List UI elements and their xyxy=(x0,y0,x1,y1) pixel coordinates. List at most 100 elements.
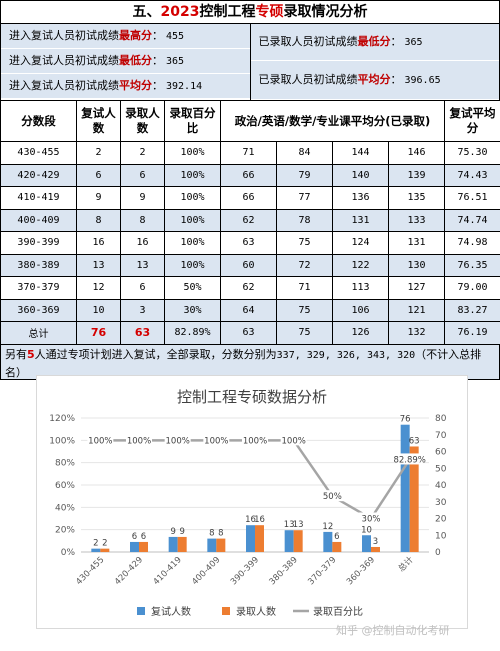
bar xyxy=(246,525,255,552)
total-cell: 132 xyxy=(388,321,445,345)
admitted-summary: 已录取人员初试成绩最低分： 365 已录取人员初试成绩平均分： 396.65 xyxy=(249,24,499,100)
table-cell: 16 xyxy=(76,231,121,255)
right-tick-label: 30 xyxy=(435,498,447,508)
bar xyxy=(216,538,226,552)
table-cell: 72 xyxy=(276,253,333,277)
table-cell: 71 xyxy=(276,276,333,300)
note-suffix: （不计入总排名） xyxy=(5,347,482,379)
category-label: 430-455 xyxy=(74,555,106,587)
table-cell: 74.43 xyxy=(444,163,500,187)
line-data-label: 100% xyxy=(204,436,228,446)
left-tick-label: 120% xyxy=(49,414,75,424)
table-cell: 13 xyxy=(76,253,121,277)
bar xyxy=(323,531,333,552)
table-cell: 380-389 xyxy=(0,253,77,277)
header-retest-average: 复试平均分 xyxy=(444,100,500,142)
table-cell: 124 xyxy=(332,231,389,255)
bar-data-label: 2 xyxy=(102,539,107,549)
table-cell: 122 xyxy=(332,253,389,277)
note-prefix: 另有 xyxy=(5,347,27,361)
note-count: 5 xyxy=(27,347,35,361)
title-major-name: 控制工程 xyxy=(199,4,256,20)
total-label: 总计 xyxy=(0,321,77,345)
table-cell: 136 xyxy=(332,186,389,210)
header-admit-rate: 录取百分比 xyxy=(164,100,221,142)
bar-data-label: 9 xyxy=(170,527,175,537)
table-cell: 71 xyxy=(220,141,277,165)
table-cell: 66 xyxy=(220,163,277,187)
section-title: 五、2023控制工程专硕录取情况分析 xyxy=(0,0,500,23)
stat-key: 最低分 xyxy=(357,35,391,48)
table-cell: 2 xyxy=(76,141,121,165)
bar-data-label: 16 xyxy=(245,515,256,525)
table-cell: 140 xyxy=(332,163,389,187)
bar-data-label: 6 xyxy=(132,532,137,542)
point-label-bg xyxy=(319,490,346,502)
total-cell: 76 xyxy=(76,321,121,345)
retest-avg: 进入复试人员初试成绩平均分： 392.14 xyxy=(1,74,250,99)
stat-key: 最高分 xyxy=(119,29,152,42)
total-cell: 75 xyxy=(276,321,333,345)
bar xyxy=(255,525,264,552)
table-cell: 79.00 xyxy=(444,276,500,300)
stat-sep: ： xyxy=(152,29,163,42)
legend-swatch xyxy=(137,607,145,615)
table-cell: 75.30 xyxy=(444,141,500,165)
point-label-bg xyxy=(358,512,384,524)
stat-value: 392.14 xyxy=(166,81,203,92)
bar-data-label: 63 xyxy=(409,436,420,446)
table-cell: 76.51 xyxy=(444,186,500,210)
stat-sep: ： xyxy=(152,79,163,92)
stat-key: 最低分 xyxy=(119,54,152,67)
table-cell: 135 xyxy=(388,186,445,210)
bar xyxy=(362,535,371,552)
right-tick-label: 60 xyxy=(435,448,447,458)
line-data-label: 100% xyxy=(88,436,112,446)
bar-data-label: 3 xyxy=(373,537,378,547)
table-cell: 100% xyxy=(164,231,221,255)
header-admit-count: 录取人数 xyxy=(120,100,165,142)
category-label: 380-389 xyxy=(268,555,300,587)
bar-data-label: 8 xyxy=(209,529,214,539)
table-cell: 410-419 xyxy=(0,186,77,210)
table-cell: 420-429 xyxy=(0,163,77,187)
table-total-row: 总计 76 63 82.89% 63 75 126 132 76.19 xyxy=(0,321,500,345)
table-cell: 16 xyxy=(120,231,165,255)
total-cell: 76.19 xyxy=(444,321,500,345)
retest-min: 进入复试人员初试成绩最低分： 365 xyxy=(1,49,250,74)
line-data-label: 100% xyxy=(282,436,306,446)
left-tick-label: 80% xyxy=(55,459,75,469)
stat-label: 进入复试人员初试成绩 xyxy=(9,79,119,92)
note-text: 人通过专项计划进入复试，全部录取，分数分别为 xyxy=(34,347,277,361)
table-cell: 75 xyxy=(276,231,333,255)
line-data-label: 100% xyxy=(127,436,151,446)
total-cell: 63 xyxy=(120,321,165,345)
table-cell: 100% xyxy=(164,163,221,187)
title-prefix: 五、 xyxy=(132,4,161,20)
chart-container: 控制工程专硕数据分析 0% 20% 40% 60% 80% 100% 120% 0 10 20 30 4… xyxy=(36,375,468,629)
bar-data-label: 10 xyxy=(361,525,372,535)
table-cell: 8 xyxy=(120,208,165,232)
stat-value: 455 xyxy=(166,31,185,42)
table-cell: 9 xyxy=(120,186,165,210)
table-cell: 84 xyxy=(276,141,333,165)
table-cell: 77 xyxy=(276,186,333,210)
left-tick-label: 20% xyxy=(55,526,75,536)
table-cell: 78 xyxy=(276,208,333,232)
table-cell: 100% xyxy=(164,253,221,277)
header-retest-count: 复试人数 xyxy=(76,100,121,142)
left-tick-label: 60% xyxy=(55,481,75,491)
bar xyxy=(100,548,110,552)
point-label-bg xyxy=(396,453,423,465)
score-summary: 进入复试人员初试成绩最高分： 455 进入复试人员初试成绩最低分： 365 进入复试… xyxy=(0,23,500,100)
bar xyxy=(284,530,294,552)
category-label: 总计 xyxy=(396,554,416,574)
table-cell: 144 xyxy=(332,141,389,165)
admission-table: 分数段 复试人数 录取人数 录取百分比 政治/英语/数学/专业课平均分(已录取)… xyxy=(0,100,500,345)
category-label: 410-419 xyxy=(152,555,184,587)
retest-summary: 进入复试人员初试成绩最高分： 455 进入复试人员初试成绩最低分： 365 进入复试… xyxy=(1,24,250,100)
legend-label: 录取百分比 xyxy=(313,606,363,618)
bar-data-label: 2 xyxy=(93,539,98,549)
table-cell: 106 xyxy=(332,298,389,322)
